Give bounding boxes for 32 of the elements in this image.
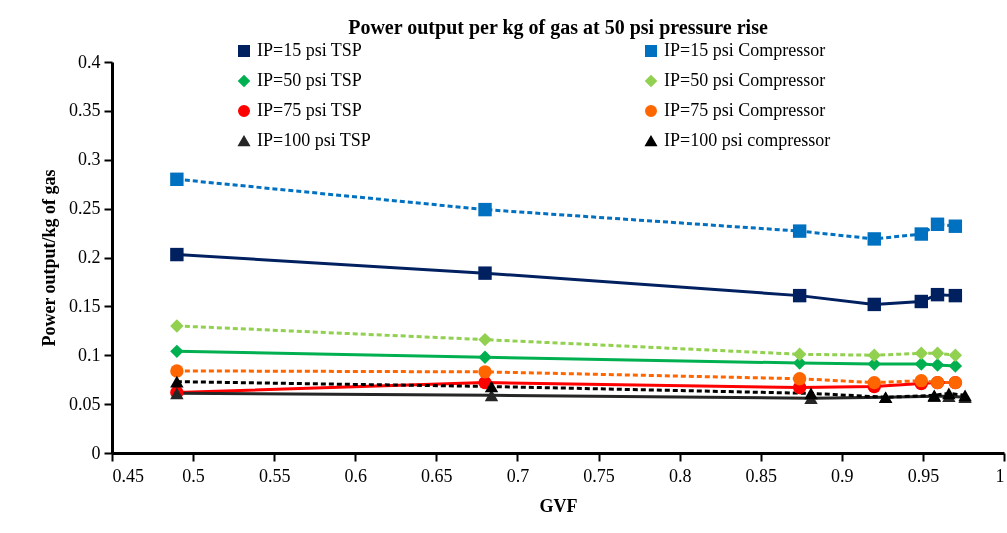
x-tick-label: 0.75 bbox=[583, 465, 615, 486]
y-axis-title: Power output/kg of gas bbox=[39, 169, 59, 347]
legend-label: IP=100 psi TSP bbox=[257, 130, 371, 150]
legend-label: IP=100 psi compressor bbox=[664, 130, 831, 150]
y-tick-label: 0.2 bbox=[78, 247, 101, 267]
legend-label: IP=15 psi TSP bbox=[257, 40, 362, 60]
x-tick-label: 0.65 bbox=[421, 465, 453, 486]
legend-label: IP=75 psi TSP bbox=[257, 100, 362, 120]
x-tick-label: 0.85 bbox=[745, 465, 777, 486]
legend-label: IP=50 psi TSP bbox=[257, 70, 362, 90]
x-tick-label: 0.45 bbox=[112, 465, 144, 486]
x-tick-label: 1 bbox=[995, 465, 1005, 486]
y-tick-label: 0.35 bbox=[69, 100, 101, 121]
x-tick-label: 0.6 bbox=[344, 465, 368, 486]
y-tick-label: 0 bbox=[91, 442, 101, 463]
y-tick-label: 0.3 bbox=[78, 149, 101, 170]
y-tick-label: 0.15 bbox=[69, 295, 101, 316]
y-tick-label: 0.4 bbox=[78, 51, 101, 72]
legend-label: IP=50 psi Compressor bbox=[664, 70, 826, 90]
y-tick-label: 0.25 bbox=[69, 198, 101, 219]
chart-title: Power output per kg of gas at 50 psi pressure rise bbox=[348, 16, 768, 39]
y-tick-label: 0.1 bbox=[78, 344, 101, 365]
x-tick-label: 0.55 bbox=[258, 465, 291, 486]
x-axis-title: GVF bbox=[539, 495, 578, 516]
legend-label: IP=75 psi Compressor bbox=[664, 100, 826, 120]
x-tick-label: 0.95 bbox=[907, 465, 940, 486]
x-tick-label: 0.7 bbox=[506, 465, 530, 486]
legend-label: IP=15 psi Compressor bbox=[664, 40, 826, 60]
x-tick-label: 0.8 bbox=[668, 465, 692, 486]
x-tick-label: 0.9 bbox=[831, 465, 854, 486]
y-tick-label: 0.05 bbox=[69, 393, 101, 414]
x-tick-label: 0.5 bbox=[182, 465, 205, 486]
